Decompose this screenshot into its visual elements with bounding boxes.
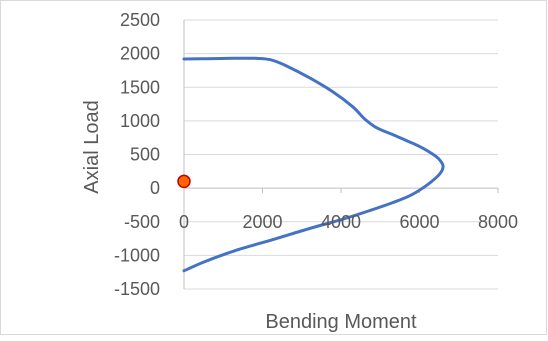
x-tick-label: 8000 <box>478 212 518 232</box>
gridlines <box>184 19 498 290</box>
y-tick-label: 1000 <box>120 111 160 131</box>
x-axis-title: Bending Moment <box>265 311 417 333</box>
x-tick-label: 4000 <box>321 212 361 232</box>
y-tick-label: 0 <box>150 178 160 198</box>
y-tick-labels: 2500 2000 1500 1000 500 0 -500 -1000 -1500 <box>114 10 160 299</box>
interaction-curve <box>182 56 445 273</box>
y-tick-label: -1000 <box>114 245 160 265</box>
y-tick-label: -1500 <box>114 279 160 299</box>
y-tick-label: 1500 <box>120 77 160 97</box>
x-tick-label: 0 <box>179 212 189 232</box>
y-tick-label: 500 <box>130 145 160 165</box>
y-axis-title: Axial Load <box>81 100 103 193</box>
x-tick-labels: 0 2000 4000 6000 8000 <box>179 212 518 232</box>
load-point-marker <box>177 174 191 189</box>
y-tick-label: -500 <box>124 212 160 232</box>
y-tick-label: 2000 <box>120 44 160 64</box>
x-tick-label: 6000 <box>399 212 439 232</box>
data-series <box>177 56 445 273</box>
x-tick-label: 2000 <box>242 212 282 232</box>
y-tick-label: 2500 <box>120 10 160 30</box>
